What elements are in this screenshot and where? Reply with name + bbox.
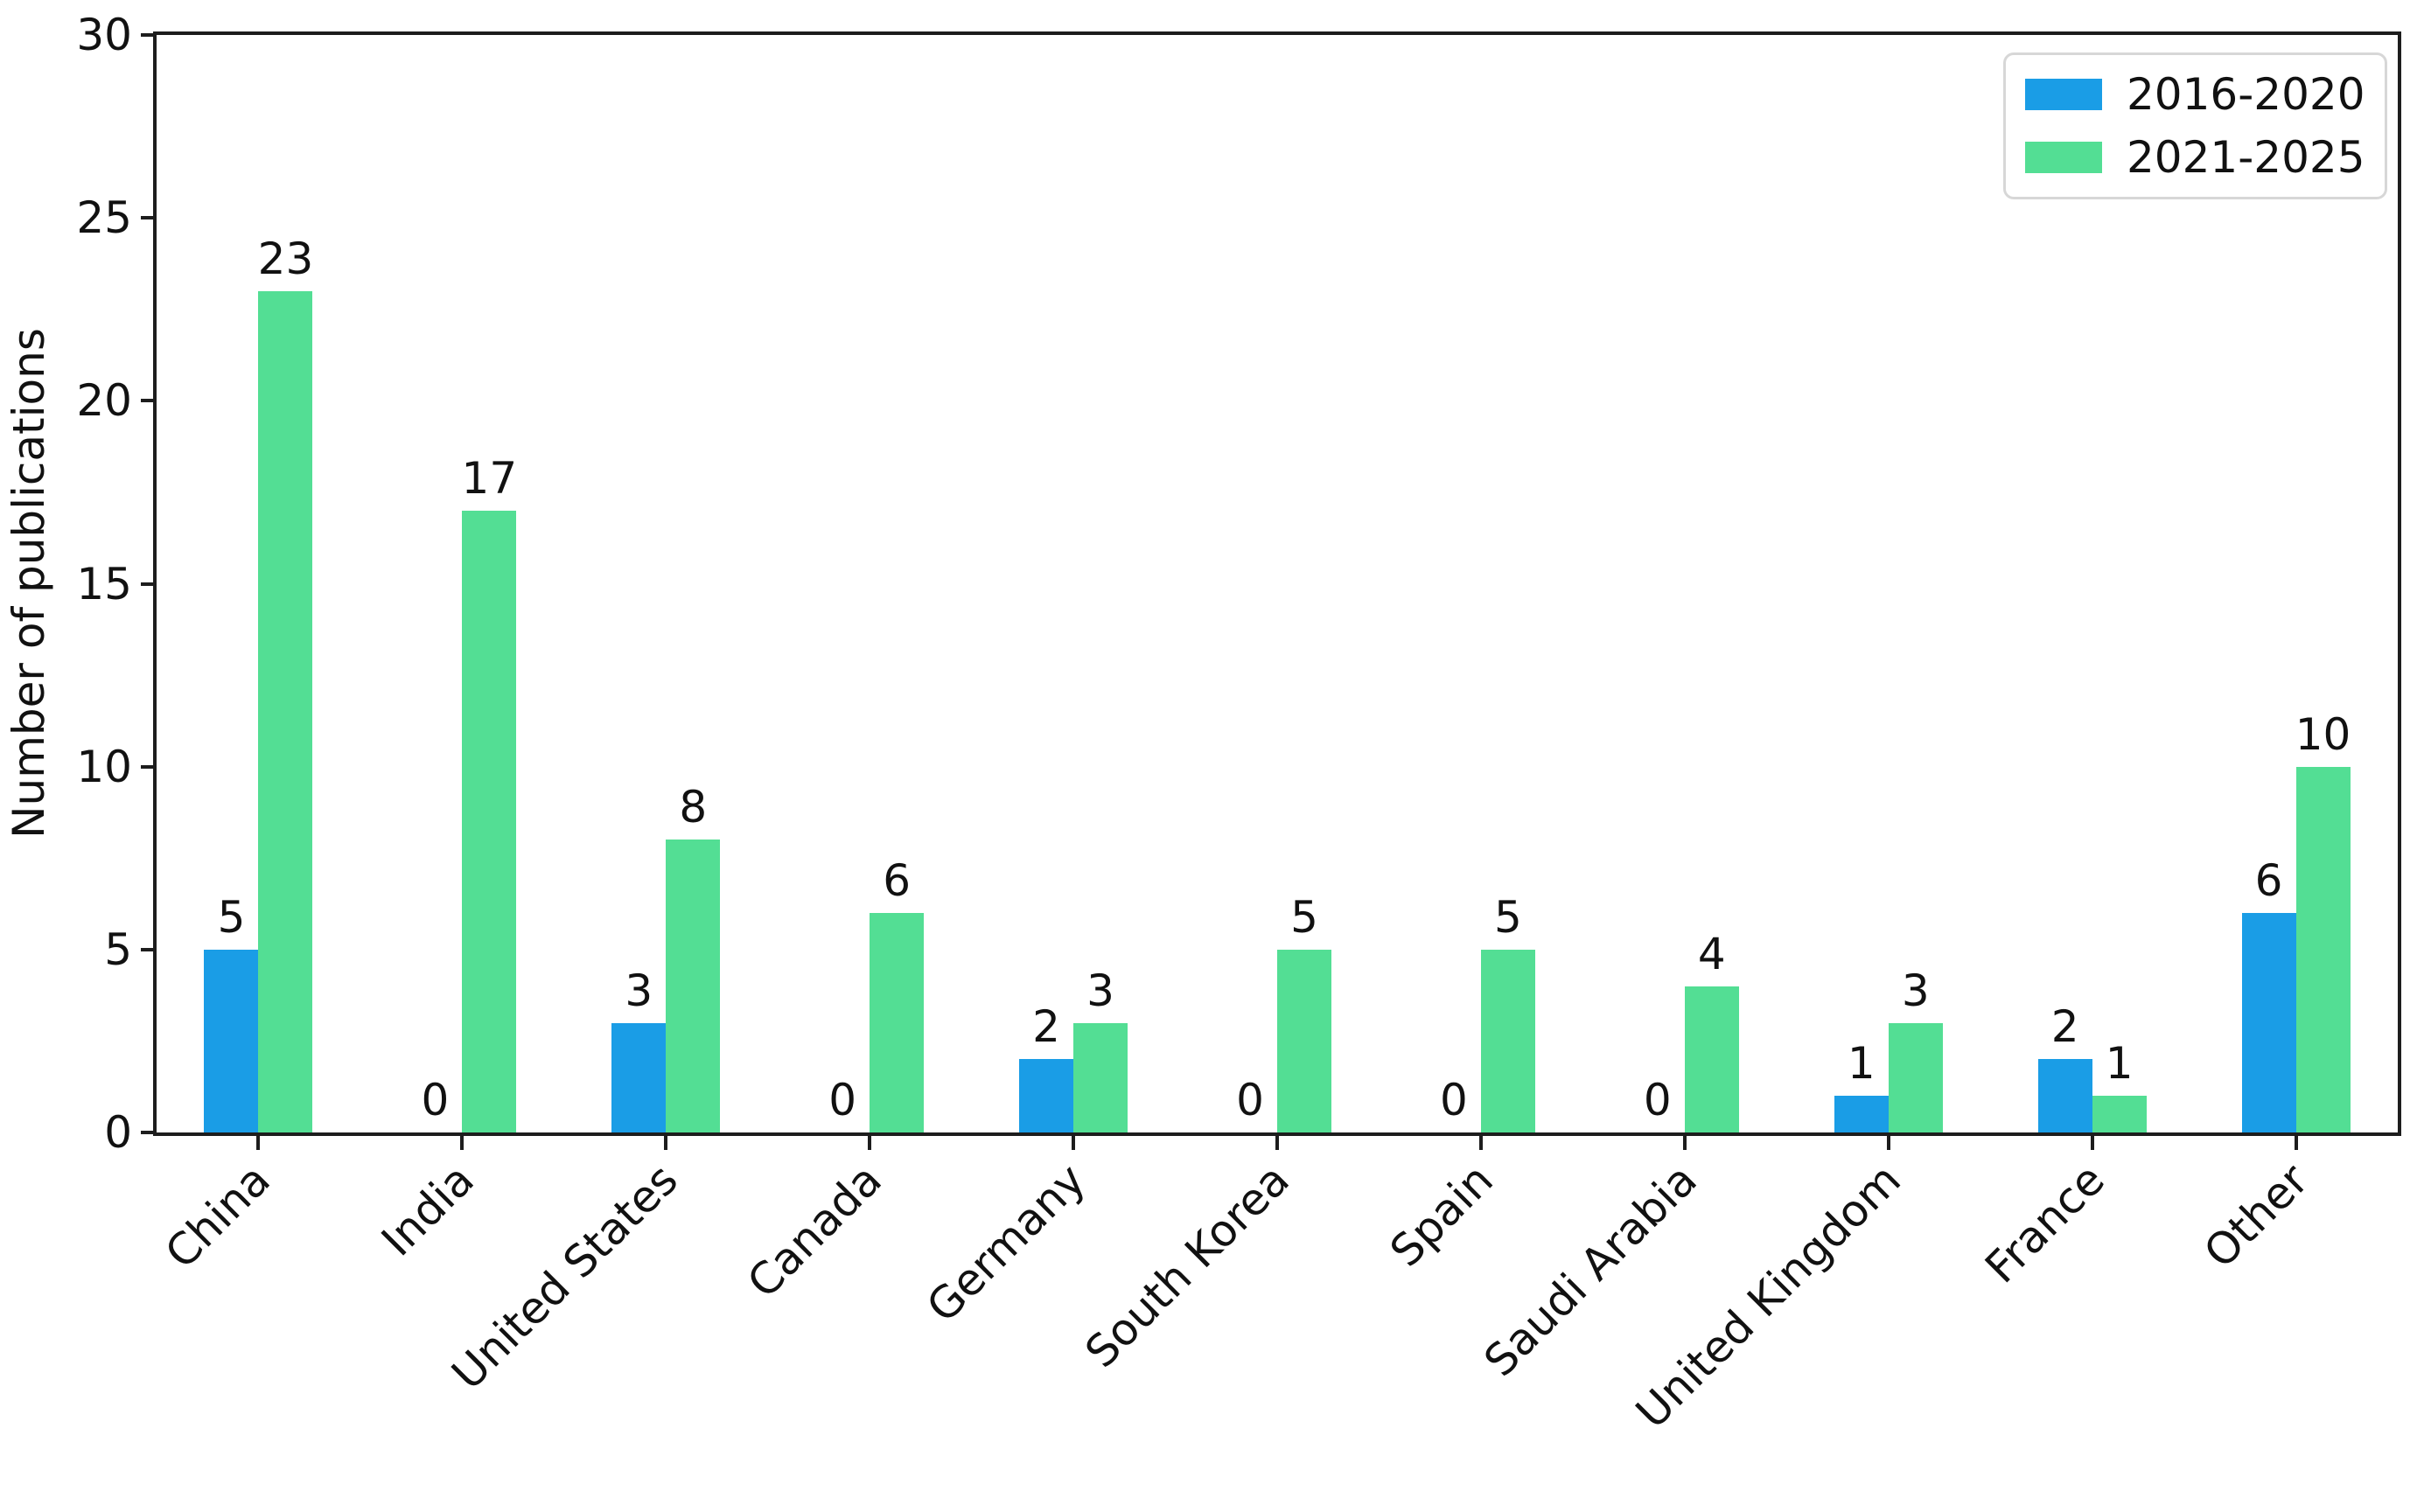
x-tick-mark-3	[868, 1136, 872, 1150]
value-label-2016-2020-1: 0	[421, 1075, 450, 1125]
y-tick-mark-15	[141, 582, 155, 586]
y-tick-label-30: 30	[76, 10, 132, 60]
x-tick-label-3: Canada	[737, 1153, 892, 1308]
y-tick-mark-30	[141, 33, 155, 37]
y-tick-mark-0	[141, 1131, 155, 1134]
legend-item-2021-2025: 2021-2025	[2025, 132, 2365, 183]
y-tick-label-15: 15	[76, 558, 132, 610]
figure-canvas: { "chart_data": { "type": "bar", "title"…	[3, 10, 2401, 1439]
bar-2021-2025-9	[2092, 1096, 2147, 1132]
x-tick-mark-1	[460, 1136, 465, 1150]
value-label-2021-2025-10: 10	[2295, 708, 2351, 760]
bar-2021-2025-5	[1277, 949, 1331, 1132]
x-tick-mark-0	[256, 1136, 261, 1150]
y-tick-label-0: 0	[104, 1107, 132, 1158]
bar-2021-2025-0	[258, 290, 313, 1132]
value-label-2021-2025-5: 5	[1290, 891, 1318, 943]
value-label-2021-2025-7: 4	[1697, 928, 1726, 979]
bar-2021-2025-1	[462, 510, 517, 1132]
value-label-2021-2025-0: 23	[257, 233, 314, 284]
bar-2016-2020-2	[611, 1022, 667, 1132]
x-tick-label-5: South Korea	[1075, 1153, 1299, 1378]
x-tick-label-2: United States	[442, 1153, 688, 1400]
value-label-2021-2025-6: 5	[1494, 891, 1522, 943]
y-tick-mark-25	[141, 216, 155, 220]
bar-2021-2025-6	[1480, 949, 1535, 1132]
x-tick-mark-8	[1886, 1136, 1890, 1150]
bar-2016-2020-0	[204, 949, 259, 1132]
x-tick-label-4: Germany	[917, 1153, 1095, 1333]
y-tick-label-5: 5	[104, 923, 132, 975]
legend-swatch-2021-2025-icon	[2025, 142, 2102, 173]
y-tick-mark-20	[141, 399, 155, 403]
bar-2016-2020-8	[1834, 1096, 1889, 1132]
value-label-2016-2020-8: 1	[1847, 1038, 1876, 1090]
x-tick-mark-2	[664, 1136, 668, 1150]
value-label-2021-2025-2: 8	[679, 782, 708, 833]
bar-2021-2025-10	[2295, 766, 2351, 1132]
legend-item-2016-2020: 2016-2020	[2025, 69, 2365, 120]
x-tick-mark-4	[1072, 1136, 1076, 1150]
value-label-2016-2020-10: 6	[2254, 855, 2283, 906]
y-tick-mark-5	[141, 947, 155, 951]
value-label-2016-2020-0: 5	[217, 891, 246, 943]
value-label-2016-2020-7: 0	[1643, 1075, 1672, 1125]
value-label-2016-2020-2: 3	[625, 965, 653, 1016]
x-tick-label-10: Other	[2194, 1153, 2318, 1279]
bar-2021-2025-3	[870, 913, 925, 1132]
bar-2021-2025-4	[1073, 1022, 1128, 1132]
x-tick-mark-10	[2294, 1136, 2298, 1150]
value-label-2016-2020-6: 0	[1440, 1075, 1468, 1125]
bar-2021-2025-8	[1888, 1022, 1943, 1132]
legend-label-2021-2025: 2021-2025	[2127, 132, 2365, 183]
x-tick-label-9: France	[1974, 1153, 2114, 1293]
x-tick-mark-9	[2090, 1136, 2094, 1150]
x-tick-label-8: United Kingdom	[1625, 1153, 1911, 1439]
value-label-2016-2020-3: 0	[828, 1075, 857, 1125]
x-tick-label-7: Saudi Arabia	[1474, 1153, 1707, 1387]
value-label-2021-2025-8: 3	[1901, 965, 1930, 1016]
y-tick-label-10: 10	[76, 741, 132, 792]
x-tick-mark-5	[1275, 1136, 1279, 1150]
x-tick-label-0: China	[156, 1153, 281, 1279]
bar-2016-2020-9	[2037, 1059, 2092, 1132]
legend-label-2016-2020: 2016-2020	[2127, 69, 2365, 120]
value-label-2016-2020-4: 2	[1032, 1001, 1060, 1053]
legend: 2016-2020 2021-2025	[2003, 52, 2387, 199]
plot-frame	[153, 31, 2401, 1136]
value-label-2016-2020-9: 2	[2050, 1001, 2079, 1053]
y-tick-label-20: 20	[76, 375, 132, 427]
plot-area: 5 23 0 17 3 8 0 6 2 3 0 5 0 5 0 4 1 3 2 1 6 10	[157, 35, 2398, 1132]
x-tick-label-6: Spain	[1380, 1153, 1503, 1277]
value-label-2021-2025-4: 3	[1086, 965, 1114, 1016]
y-tick-label-25: 25	[76, 192, 132, 244]
value-label-2021-2025-3: 6	[883, 855, 912, 906]
x-tick-mark-6	[1478, 1136, 1483, 1150]
bar-2016-2020-10	[2241, 913, 2296, 1132]
legend-swatch-2016-2020-icon	[2025, 79, 2102, 110]
bar-2016-2020-4	[1019, 1059, 1074, 1132]
value-label-2016-2020-5: 0	[1236, 1075, 1264, 1125]
x-tick-mark-7	[1682, 1136, 1687, 1150]
x-tick-label-1: India	[372, 1153, 485, 1266]
bar-2021-2025-2	[666, 840, 721, 1132]
bar-2021-2025-7	[1684, 986, 1739, 1132]
y-tick-mark-10	[141, 764, 155, 769]
value-label-2021-2025-9: 1	[2105, 1038, 2134, 1090]
value-label-2021-2025-1: 17	[461, 452, 518, 504]
